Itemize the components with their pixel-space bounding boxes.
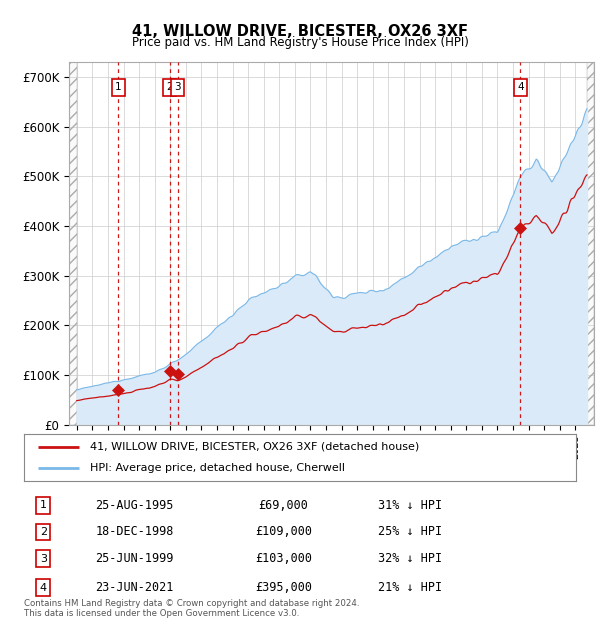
Text: 18-DEC-1998: 18-DEC-1998	[95, 526, 173, 538]
Text: 2: 2	[40, 527, 47, 537]
Text: 3: 3	[40, 554, 47, 564]
Text: 41, WILLOW DRIVE, BICESTER, OX26 3XF: 41, WILLOW DRIVE, BICESTER, OX26 3XF	[132, 24, 468, 38]
Text: 25-JUN-1999: 25-JUN-1999	[95, 552, 173, 565]
Text: 23-JUN-2021: 23-JUN-2021	[95, 581, 173, 594]
Text: 25-AUG-1995: 25-AUG-1995	[95, 499, 173, 512]
Text: 31% ↓ HPI: 31% ↓ HPI	[379, 499, 442, 512]
Text: 32% ↓ HPI: 32% ↓ HPI	[379, 552, 442, 565]
Text: 1: 1	[40, 500, 47, 510]
Text: Contains HM Land Registry data © Crown copyright and database right 2024.
This d: Contains HM Land Registry data © Crown c…	[24, 599, 359, 618]
Text: 4: 4	[517, 82, 524, 92]
Text: £395,000: £395,000	[255, 581, 312, 594]
Text: £103,000: £103,000	[255, 552, 312, 565]
Text: 41, WILLOW DRIVE, BICESTER, OX26 3XF (detached house): 41, WILLOW DRIVE, BICESTER, OX26 3XF (de…	[90, 441, 419, 451]
Bar	[587, 62, 594, 425]
Text: 4: 4	[40, 583, 47, 593]
Text: £109,000: £109,000	[255, 526, 312, 538]
Text: 2: 2	[166, 82, 173, 92]
Bar	[69, 62, 77, 425]
Text: Price paid vs. HM Land Registry's House Price Index (HPI): Price paid vs. HM Land Registry's House …	[131, 36, 469, 49]
Text: 1: 1	[115, 82, 121, 92]
Text: £69,000: £69,000	[259, 499, 308, 512]
Text: HPI: Average price, detached house, Cherwell: HPI: Average price, detached house, Cher…	[90, 463, 345, 473]
Text: 21% ↓ HPI: 21% ↓ HPI	[379, 581, 442, 594]
Text: 3: 3	[175, 82, 181, 92]
Text: 25% ↓ HPI: 25% ↓ HPI	[379, 526, 442, 538]
